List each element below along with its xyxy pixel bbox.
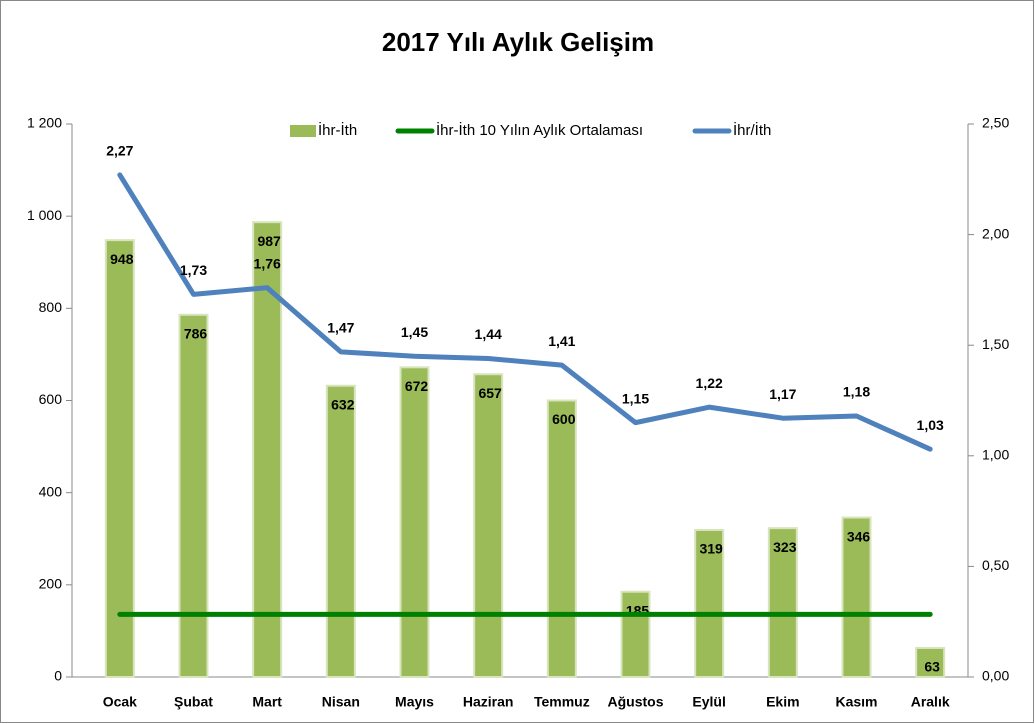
x-tick-label: Aralık bbox=[911, 694, 950, 710]
legend-label: İhr-İth bbox=[318, 121, 357, 139]
legend-swatch bbox=[290, 125, 316, 137]
bar-label: 786 bbox=[184, 325, 208, 341]
legend-label: İhr/İth bbox=[733, 121, 771, 139]
x-tick-label: Ocak bbox=[103, 694, 137, 710]
x-tick-label: Ekim bbox=[766, 694, 799, 710]
line-label: 1,03 bbox=[917, 417, 944, 433]
y-tick-label: 1 000 bbox=[27, 207, 62, 223]
bar bbox=[178, 313, 209, 678]
y2-tick-label: 0,00 bbox=[982, 668, 1009, 684]
x-tick-label: Temmuz bbox=[534, 694, 590, 710]
x-tick-label: Kasım bbox=[835, 694, 877, 710]
bar bbox=[915, 646, 946, 679]
line bbox=[117, 172, 933, 452]
x-tick-label: Ağustos bbox=[608, 694, 664, 710]
y2-tick-label: 2,50 bbox=[982, 115, 1009, 131]
bar bbox=[325, 384, 356, 678]
bar-label: 63 bbox=[924, 659, 940, 675]
bar-label: 346 bbox=[847, 528, 871, 544]
chart-title: 2017 Yılı Aylık Gelişim bbox=[382, 27, 654, 57]
line-label: 1,41 bbox=[548, 333, 575, 349]
bar-label: 987 bbox=[257, 233, 281, 249]
y-tick-label: 1 200 bbox=[27, 115, 62, 131]
bar bbox=[399, 366, 430, 678]
bar-label: 600 bbox=[552, 411, 576, 427]
y2-tick-label: 1,00 bbox=[982, 447, 1009, 463]
line-label: 1,45 bbox=[401, 324, 428, 340]
bar-label: 948 bbox=[110, 251, 134, 267]
bar bbox=[841, 516, 872, 679]
bar bbox=[473, 373, 504, 678]
bar bbox=[694, 528, 725, 678]
x-tick-label: Nisan bbox=[322, 694, 360, 710]
y2-tick-label: 1,50 bbox=[982, 336, 1009, 352]
line-label: 1,47 bbox=[327, 320, 354, 336]
line-label: 1,44 bbox=[475, 326, 502, 342]
bar bbox=[620, 590, 651, 679]
line-label: 1,15 bbox=[622, 390, 649, 406]
x-tick-label: Eylül bbox=[692, 694, 725, 710]
y-tick-label: 200 bbox=[39, 576, 63, 592]
y-tick-label: 600 bbox=[39, 391, 63, 407]
y-tick-label: 800 bbox=[39, 299, 63, 315]
bar bbox=[104, 239, 135, 678]
line-label: 1,17 bbox=[769, 386, 796, 402]
x-tick-label: Haziran bbox=[463, 694, 514, 710]
line-label: 1,22 bbox=[696, 375, 723, 391]
line-label: 2,27 bbox=[106, 143, 133, 159]
y2-tick-label: 0,50 bbox=[982, 557, 1009, 573]
bar bbox=[546, 399, 577, 678]
y-tick-label: 400 bbox=[39, 483, 63, 499]
y2-tick-label: 2,00 bbox=[982, 225, 1009, 241]
line-label: 1,76 bbox=[254, 255, 281, 271]
x-tick-label: Şubat bbox=[174, 694, 213, 710]
x-tick-label: Mart bbox=[252, 694, 282, 710]
x-tick-label: Mayıs bbox=[395, 694, 434, 710]
bar-label: 657 bbox=[478, 385, 502, 401]
bar-label: 632 bbox=[331, 396, 355, 412]
bar-label: 319 bbox=[699, 541, 723, 557]
line-label: 1,18 bbox=[843, 384, 870, 400]
bar bbox=[767, 527, 798, 678]
bar-label: 672 bbox=[405, 378, 429, 394]
bar bbox=[252, 221, 283, 678]
bar-label: 323 bbox=[773, 539, 797, 555]
y-tick-label: 0 bbox=[54, 668, 62, 684]
line-label: 1,73 bbox=[180, 262, 207, 278]
legend-label: İhr-İth 10 Yılın Aylık Ortalaması bbox=[436, 121, 643, 139]
